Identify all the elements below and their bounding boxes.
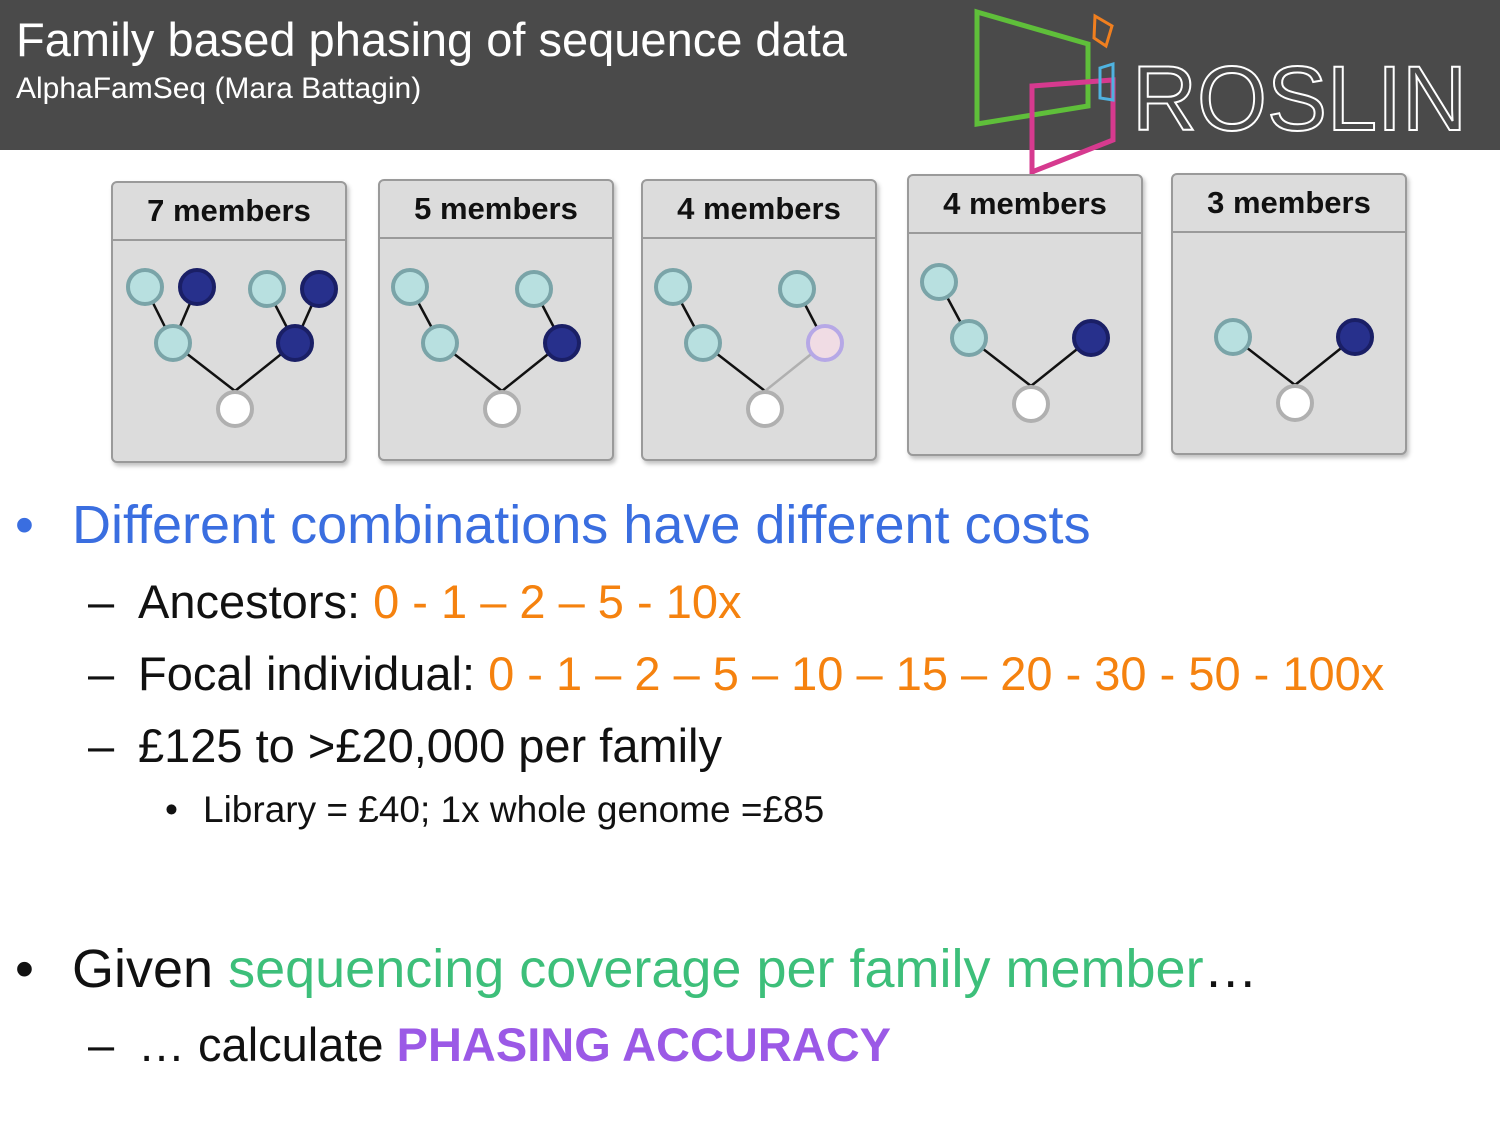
grandparent-node [126, 268, 164, 306]
cost-text: £125 to >£20,000 per family [138, 719, 722, 772]
bullet-text: Given sequencing coverage per family mem… [72, 942, 1258, 996]
bullet-marker: • [15, 495, 34, 555]
dash-marker: – [88, 575, 115, 628]
pedigree-diagram [391, 268, 581, 428]
parent-node [1214, 318, 1252, 356]
slide-subtitle: AlphaFamSeq (Mara Battagin) [16, 72, 422, 105]
focal-node [1276, 384, 1314, 422]
pedigree-diagram [654, 268, 844, 428]
sub-bullet-focal: – Focal individual: 0 - 1 – 2 – 5 – 10 – … [88, 650, 1384, 697]
logo-orange-square [1092, 13, 1114, 49]
parent-node [154, 324, 192, 362]
focal-node [216, 390, 254, 428]
family-panel-7-members: 7 members [111, 181, 347, 463]
sub-sub-bullet-library: • Library = £40; 1x whole genome =£85 [165, 791, 824, 828]
panel-label: 5 members [380, 181, 612, 239]
parent-node [950, 319, 988, 357]
sub-bullet-cost: – £125 to >£20,000 per family [88, 722, 722, 769]
grandparent-node [778, 270, 816, 308]
focal-label: Focal individual: [138, 647, 489, 700]
dash-marker: – [88, 719, 115, 772]
ellipsis-text: … [1203, 939, 1258, 999]
focal-node [483, 390, 521, 428]
grandparent-node [391, 268, 429, 306]
panel-label: 3 members [1173, 175, 1405, 233]
parent-node [1336, 318, 1374, 356]
focal-node [1012, 385, 1050, 423]
bullet-marker: • [15, 939, 34, 999]
grandparent-node [178, 268, 216, 306]
grandparent-node [920, 263, 958, 301]
parent-node [543, 324, 581, 362]
logo-cyan-square [1098, 61, 1115, 102]
roslin-logo: ROSLIN [974, 8, 1468, 180]
parent-node [421, 324, 459, 362]
slide-title: Family based phasing of sequence data [16, 13, 847, 66]
parent-node [276, 324, 314, 362]
unsequenced-parent-node [806, 324, 844, 362]
family-panel-4-members-b: 4 members [907, 174, 1143, 456]
header-bar: Family based phasing of sequence data Al… [0, 0, 1500, 150]
pedigree-diagram [1214, 318, 1374, 422]
focal-values: 0 - 1 – 2 – 5 – 10 – 15 – 20 - 30 - 50 -… [488, 647, 1385, 700]
family-panel-5-members: 5 members [378, 179, 614, 461]
grandparent-node [515, 270, 553, 308]
given-text: Given [72, 939, 229, 999]
library-text: Library = £40; 1x whole genome =£85 [203, 789, 825, 830]
panel-label: 7 members [113, 183, 345, 241]
family-panel-3-members: 3 members [1171, 173, 1407, 455]
parent-node [684, 324, 722, 362]
calculate-text: … calculate [138, 1018, 397, 1071]
phasing-accuracy-highlight: PHASING ACCURACY [396, 1018, 892, 1071]
sub-bullet-ancestors: – Ancestors: 0 - 1 – 2 – 5 - 10x [88, 578, 741, 625]
pedigree-diagram [920, 263, 1110, 423]
ancestors-label: Ancestors: [138, 575, 374, 628]
grandparent-node [654, 268, 692, 306]
parent-node [1072, 319, 1110, 357]
family-panel-4-members-a: 4 members [641, 179, 877, 461]
panel-label: 4 members [909, 176, 1141, 234]
bullet-text: Different combinations have different co… [72, 495, 1091, 555]
grandparent-node [248, 270, 286, 308]
panel-label: 4 members [643, 181, 875, 239]
focal-node [746, 390, 784, 428]
ancestors-values: 0 - 1 – 2 – 5 - 10x [373, 575, 742, 628]
bullet-marker: • [165, 789, 178, 830]
dash-marker: – [88, 1018, 115, 1071]
logo-text: ROSLIN [1132, 48, 1467, 150]
dash-marker: – [88, 647, 115, 700]
coverage-highlight: sequencing coverage per family member [228, 939, 1204, 999]
grandparent-node [300, 270, 338, 308]
logo-green-frame [974, 8, 1091, 127]
pedigree-diagram [126, 268, 338, 428]
sub-bullet-calculate: –… calculate PHASING ACCURACY [88, 1021, 891, 1068]
logo-magenta-frame [1029, 77, 1116, 176]
